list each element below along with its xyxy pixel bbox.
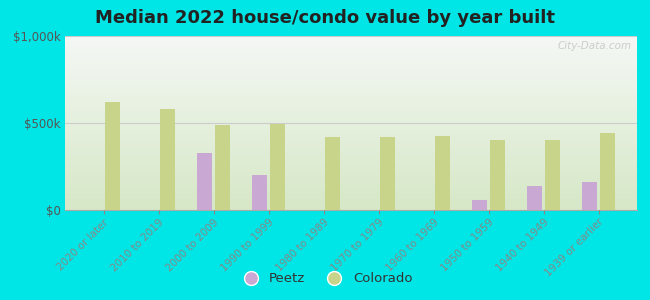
Bar <box>527 186 542 210</box>
Bar <box>380 137 395 210</box>
Bar <box>160 109 175 210</box>
Bar <box>472 200 488 210</box>
Text: Median 2022 house/condo value by year built: Median 2022 house/condo value by year bu… <box>95 9 555 27</box>
Bar <box>270 124 285 210</box>
Bar <box>545 140 560 210</box>
Bar <box>582 182 597 210</box>
Legend: Peetz, Colorado: Peetz, Colorado <box>232 267 418 290</box>
Text: City-Data.com: City-Data.com <box>557 41 631 51</box>
Bar <box>214 125 230 210</box>
Bar <box>324 137 340 210</box>
Bar <box>489 140 505 210</box>
Bar <box>252 175 267 210</box>
Bar <box>197 153 213 210</box>
Bar <box>105 102 120 210</box>
Bar <box>599 133 615 210</box>
Bar <box>435 136 450 210</box>
